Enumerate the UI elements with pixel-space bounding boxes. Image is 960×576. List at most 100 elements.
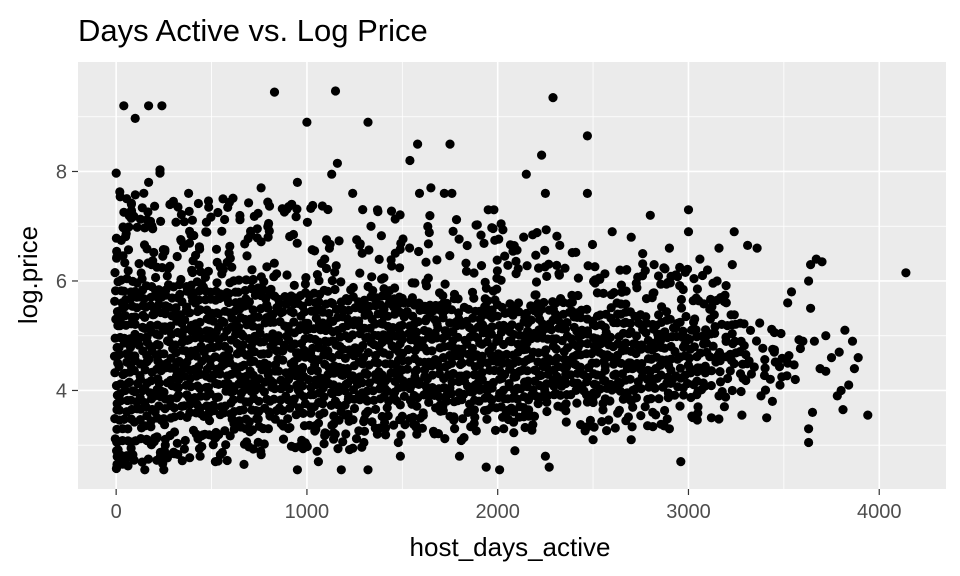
scatter-point	[176, 209, 186, 220]
scatter-point	[775, 380, 785, 390]
scatter-point	[319, 439, 329, 449]
scatter-point	[427, 370, 438, 380]
scatter-point	[678, 326, 688, 336]
scatter-point	[468, 387, 478, 397]
scatter-point	[463, 381, 473, 391]
scatter-point	[446, 389, 457, 399]
scatter-point	[583, 422, 593, 432]
scatter-point	[215, 369, 225, 379]
scatter-point	[421, 277, 431, 287]
scatter-point	[614, 405, 625, 415]
scatter-point	[481, 462, 491, 472]
scatter-point	[263, 348, 273, 359]
scatter-point	[120, 385, 130, 396]
scatter-point	[338, 437, 348, 447]
scatter-point	[492, 311, 503, 321]
scatter-point	[795, 343, 806, 354]
scatter-point	[521, 169, 531, 179]
scatter-point	[567, 297, 578, 307]
scatter-point	[470, 412, 480, 422]
scatter-point	[617, 287, 627, 297]
scatter-point	[562, 318, 572, 328]
scatter-point	[863, 410, 873, 420]
scatter-point	[219, 317, 229, 327]
scatter-point	[233, 322, 244, 332]
scatter-point	[341, 429, 351, 439]
scatter-point	[486, 329, 496, 339]
scatter-point	[362, 369, 372, 379]
scatter-point	[743, 240, 753, 250]
scatter-point	[477, 367, 487, 378]
scatter-point	[358, 205, 368, 215]
scatter-point	[526, 315, 536, 325]
scatter-point	[695, 254, 705, 264]
scatter-point	[143, 207, 153, 217]
scatter-point	[689, 274, 699, 284]
scatter-point	[590, 262, 600, 272]
scatter-point	[488, 223, 498, 234]
scatter-point	[689, 342, 700, 352]
scatter-point	[821, 331, 831, 341]
scatter-point	[283, 423, 293, 434]
scatter-point	[278, 355, 288, 365]
scatter-point	[783, 298, 793, 308]
scatter-point	[372, 205, 383, 215]
scatter-point	[297, 435, 307, 445]
scatter-point	[467, 343, 477, 353]
scatter-point	[606, 290, 617, 300]
scatter-point	[298, 408, 308, 418]
scatter-point	[636, 340, 647, 350]
scatter-point	[331, 261, 341, 271]
scatter-point	[413, 317, 423, 327]
scatter-point	[638, 249, 648, 259]
scatter-point	[367, 314, 377, 324]
scatter-point	[651, 410, 661, 420]
scatter-point	[710, 328, 720, 338]
scatter-point	[363, 406, 373, 416]
scatter-point	[463, 407, 473, 417]
scatter-point	[641, 294, 652, 304]
scatter-point	[268, 378, 278, 388]
scatter-point	[159, 387, 169, 397]
scatter-point	[548, 93, 558, 103]
scatter-point	[395, 263, 405, 273]
scatter-point	[616, 358, 626, 368]
scatter-point	[379, 304, 389, 314]
scatter-point	[387, 341, 397, 351]
scatter-point	[145, 320, 156, 331]
scatter-point	[807, 407, 818, 417]
scatter-point	[521, 408, 531, 418]
scatter-point	[692, 284, 703, 294]
scatter-point	[129, 211, 139, 221]
scatter-point	[172, 251, 182, 262]
scatter-point	[737, 410, 747, 420]
scatter-point	[243, 233, 253, 244]
scatter-point	[187, 215, 197, 225]
scatter-point	[247, 265, 257, 275]
scatter-point	[292, 238, 302, 248]
scatter-point	[174, 390, 184, 400]
scatter-point	[186, 230, 196, 240]
scatter-point	[832, 391, 842, 401]
scatter-point	[256, 446, 266, 456]
scatter-point	[566, 334, 577, 344]
scatter-point	[330, 284, 340, 295]
scatter-point	[694, 296, 704, 306]
scatter-point	[333, 444, 343, 454]
scatter-point	[844, 380, 854, 390]
scatter-point	[130, 351, 140, 361]
scatter-point	[348, 330, 358, 340]
scatter-point	[179, 444, 189, 454]
scatter-point	[449, 412, 459, 422]
scatter-point	[708, 341, 718, 351]
scatter-point	[426, 183, 436, 193]
scatter-point	[554, 270, 565, 280]
scatter-point	[323, 346, 333, 356]
scatter-point	[654, 310, 664, 320]
scatter-point	[263, 424, 273, 434]
scatter-point	[348, 415, 358, 425]
scatter-point	[645, 210, 655, 220]
y-axis-ticks: 4 6 8	[56, 161, 78, 402]
scatter-point	[206, 212, 216, 222]
scatter-point	[269, 394, 279, 404]
